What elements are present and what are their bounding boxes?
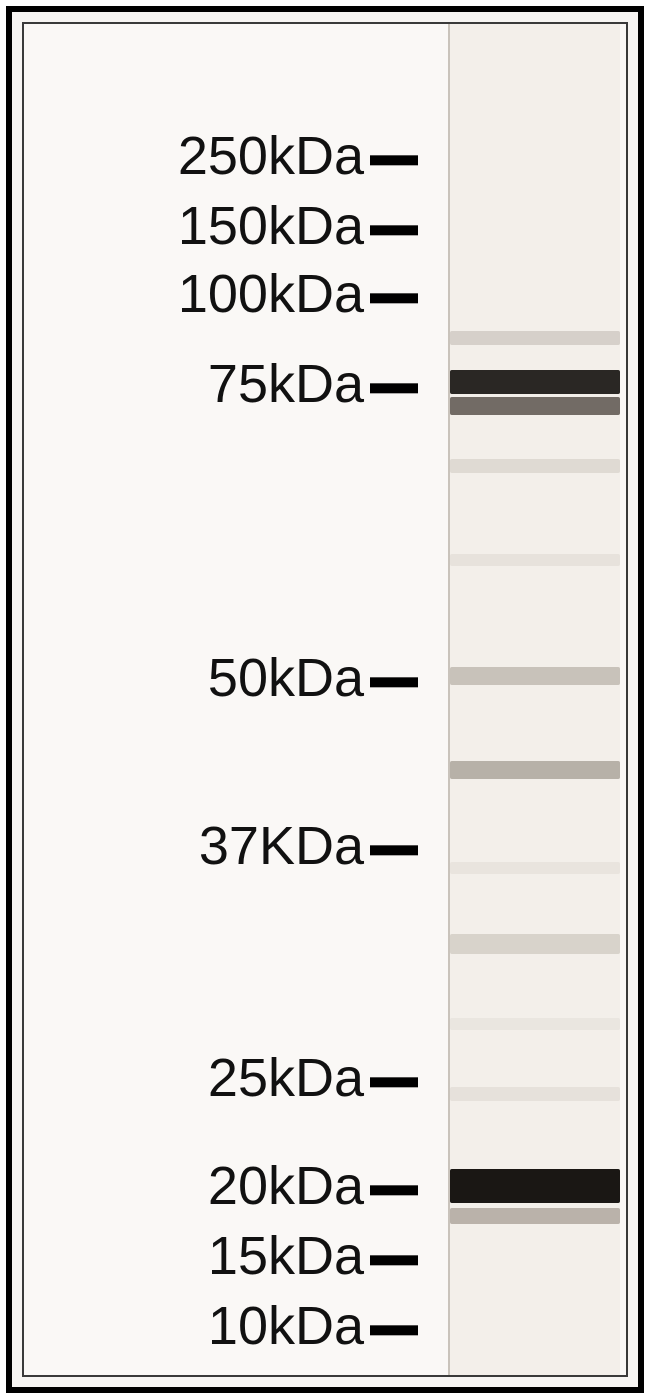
blot-band	[450, 1169, 620, 1203]
mw-marker: 100kDa	[0, 267, 418, 321]
mw-marker-label: 37KDa	[0, 815, 368, 877]
mw-marker-label: 250kDa	[0, 125, 368, 187]
blot-band	[450, 934, 620, 954]
mw-marker-label: 20kDa	[0, 1155, 368, 1217]
mw-marker: 75kDa	[0, 357, 418, 411]
mw-marker-label: 50kDa	[0, 647, 368, 709]
mw-marker: 250kDa	[0, 129, 418, 183]
mw-marker: 20kDa	[0, 1159, 418, 1213]
mw-marker-label: 150kDa	[0, 195, 368, 257]
mw-marker-tick	[370, 383, 418, 393]
mw-marker-label: 10kDa	[0, 1295, 368, 1357]
mw-marker-tick	[370, 225, 418, 235]
mw-marker-tick	[370, 1077, 418, 1087]
mw-marker-tick	[370, 1325, 418, 1335]
mw-marker-tick	[370, 1185, 418, 1195]
mw-marker-tick	[370, 845, 418, 855]
sample-lane	[448, 24, 620, 1375]
mw-marker: 25kDa	[0, 1051, 418, 1105]
mw-marker: 150kDa	[0, 199, 418, 253]
mw-marker-tick	[370, 677, 418, 687]
blot-band	[450, 862, 620, 874]
mw-marker-label: 25kDa	[0, 1047, 368, 1109]
mw-marker-tick	[370, 293, 418, 303]
blot-band	[450, 1087, 620, 1101]
blot-band	[450, 1208, 620, 1224]
mw-marker: 50kDa	[0, 651, 418, 705]
blot-band	[450, 370, 620, 394]
mw-marker-tick	[370, 1255, 418, 1265]
blot-band	[450, 554, 620, 566]
blot-band	[450, 397, 620, 415]
mw-marker-tick	[370, 155, 418, 165]
blot-band	[450, 459, 620, 473]
mw-marker-label: 100kDa	[0, 263, 368, 325]
mw-marker: 10kDa	[0, 1299, 418, 1353]
blot-band	[450, 667, 620, 685]
mw-marker-label: 75kDa	[0, 353, 368, 415]
blot-band	[450, 1018, 620, 1030]
mw-marker: 37KDa	[0, 819, 418, 873]
blot-band	[450, 331, 620, 345]
blot-band	[450, 761, 620, 779]
mw-marker-label: 15kDa	[0, 1225, 368, 1287]
mw-marker: 15kDa	[0, 1229, 418, 1283]
